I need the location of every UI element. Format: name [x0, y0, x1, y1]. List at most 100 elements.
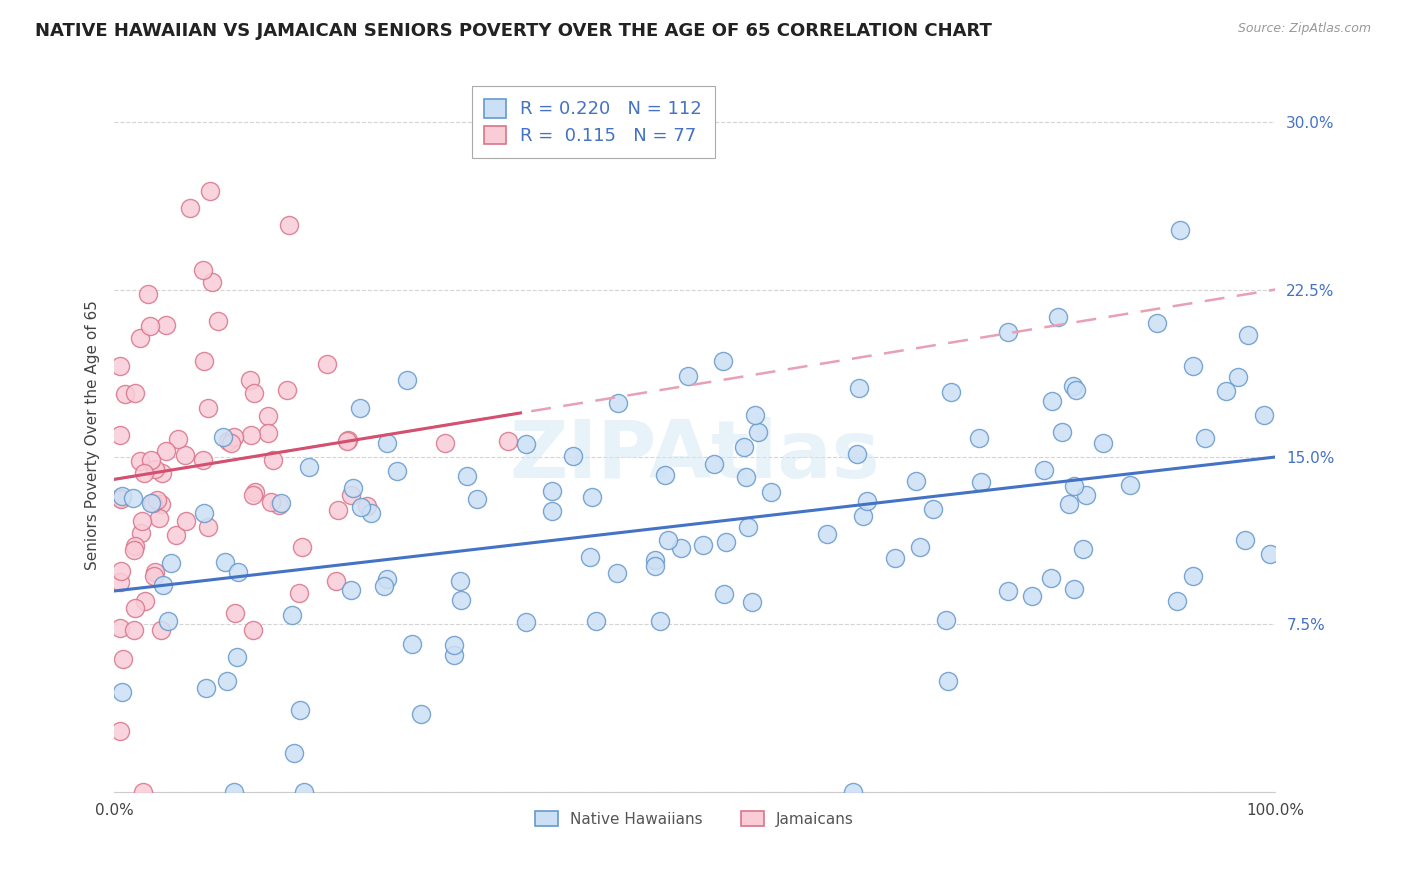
Point: [114, 387, 136, 401]
Point: [221, 436, 243, 450]
Point: [281, 608, 304, 623]
Point: [970, 475, 993, 489]
Point: [908, 540, 931, 554]
Point: [1166, 593, 1188, 607]
Point: [644, 558, 666, 573]
Point: [997, 325, 1019, 339]
Point: [922, 502, 945, 516]
Point: [222, 430, 245, 444]
Point: [1258, 547, 1281, 561]
Point: [654, 468, 676, 483]
Point: [339, 582, 361, 597]
Point: [276, 383, 298, 397]
Point: [270, 496, 292, 510]
Point: [243, 385, 266, 400]
Point: [108, 724, 131, 739]
Point: [193, 507, 215, 521]
Point: [967, 431, 990, 445]
Point: [443, 648, 465, 662]
Point: [145, 462, 167, 476]
Point: [541, 504, 564, 518]
Point: [224, 606, 246, 620]
Point: [146, 493, 169, 508]
Point: [242, 488, 264, 502]
Point: [132, 466, 155, 480]
Point: [443, 638, 465, 652]
Point: [283, 746, 305, 760]
Point: [465, 491, 488, 506]
Point: [905, 475, 928, 489]
Point: [585, 614, 607, 628]
Point: [150, 497, 173, 511]
Point: [260, 495, 283, 509]
Point: [1181, 568, 1204, 582]
Point: [1050, 425, 1073, 439]
Point: [315, 357, 337, 371]
Point: [1057, 497, 1080, 511]
Point: [214, 556, 236, 570]
Point: [136, 287, 159, 301]
Point: [449, 574, 471, 588]
Point: [121, 491, 143, 505]
Point: [143, 569, 166, 583]
Point: [111, 489, 134, 503]
Point: [128, 331, 150, 345]
Point: [179, 201, 201, 215]
Point: [198, 184, 221, 198]
Point: [225, 650, 247, 665]
Point: [935, 613, 957, 627]
Point: [356, 499, 378, 513]
Point: [562, 449, 585, 463]
Point: [676, 368, 699, 383]
Point: [191, 262, 214, 277]
Point: [936, 673, 959, 688]
Point: [747, 425, 769, 440]
Point: [744, 408, 766, 422]
Point: [142, 496, 165, 510]
Point: [194, 681, 217, 696]
Point: [496, 434, 519, 449]
Point: [852, 509, 875, 524]
Y-axis label: Seniors Poverty Over the Age of 65: Seniors Poverty Over the Age of 65: [86, 300, 100, 570]
Point: [129, 454, 152, 468]
Point: [342, 481, 364, 495]
Point: [215, 674, 238, 689]
Point: [152, 578, 174, 592]
Point: [606, 566, 628, 581]
Point: [1253, 408, 1275, 422]
Point: [401, 637, 423, 651]
Point: [108, 428, 131, 442]
Point: [713, 587, 735, 601]
Point: [1062, 379, 1084, 393]
Point: [212, 430, 235, 444]
Point: [1227, 369, 1250, 384]
Point: [735, 469, 758, 483]
Point: [238, 373, 260, 387]
Point: [515, 437, 537, 451]
Point: [124, 386, 146, 401]
Point: [855, 493, 877, 508]
Point: [201, 275, 224, 289]
Point: [815, 527, 838, 541]
Point: [110, 564, 132, 578]
Point: [939, 384, 962, 399]
Point: [541, 484, 564, 499]
Point: [240, 428, 263, 442]
Point: [160, 557, 183, 571]
Point: [174, 514, 197, 528]
Point: [846, 447, 869, 461]
Point: [298, 460, 321, 475]
Point: [1181, 359, 1204, 374]
Point: [648, 614, 671, 628]
Point: [122, 542, 145, 557]
Point: [191, 453, 214, 467]
Point: [759, 484, 782, 499]
Text: ZIPAtlas: ZIPAtlas: [509, 417, 880, 495]
Point: [131, 526, 153, 541]
Point: [197, 519, 219, 533]
Point: [997, 583, 1019, 598]
Point: [842, 785, 865, 799]
Point: [207, 314, 229, 328]
Point: [1073, 541, 1095, 556]
Point: [139, 319, 162, 334]
